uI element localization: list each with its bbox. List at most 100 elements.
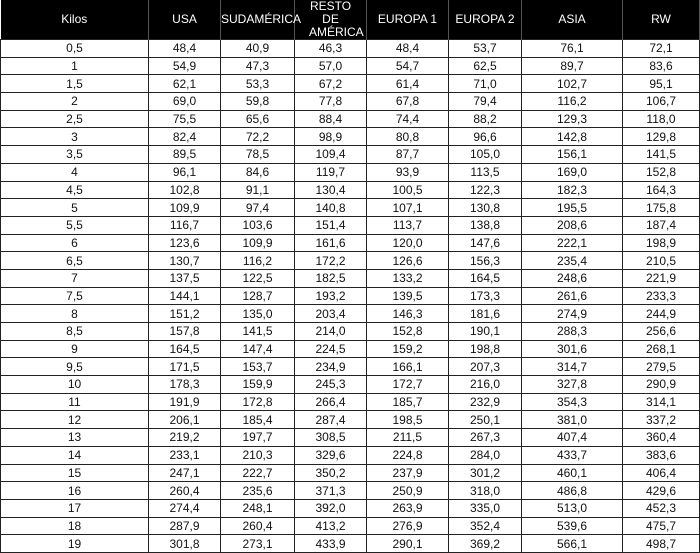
price-cell: 475,7 <box>622 516 700 536</box>
price-cell: 122,5 <box>220 268 295 288</box>
price-cell: 151,2 <box>148 304 221 323</box>
price-cell: 102,8 <box>148 180 221 200</box>
price-cell: 413,2 <box>294 516 367 536</box>
price-cell: 91,1 <box>220 180 295 200</box>
price-cell: 144,1 <box>148 286 221 306</box>
price-cell: 159,9 <box>220 375 295 394</box>
price-cell: 235,4 <box>521 251 623 270</box>
price-cell: 235,6 <box>220 481 295 500</box>
price-cell: 105,0 <box>448 145 522 164</box>
weight-cell: 14 <box>0 445 149 465</box>
price-cell: 48,4 <box>366 39 449 58</box>
price-cell: 106,7 <box>622 92 700 111</box>
price-cell: 232,9 <box>448 392 522 412</box>
column-header: ASIA <box>521 0 623 40</box>
weight-cell: 7,5 <box>0 286 149 306</box>
price-cell: 96,6 <box>448 127 522 147</box>
price-cell: 245,3 <box>294 375 367 394</box>
price-cell: 169,0 <box>521 162 623 182</box>
price-cell: 429,6 <box>622 481 700 500</box>
price-cell: 460,1 <box>521 463 623 483</box>
table-row: 0,5 48,4 40,9 46,3 48,4 53,7 76,1 72,1 <box>0 39 700 58</box>
price-cell: 109,4 <box>294 145 367 164</box>
price-cell: 486,8 <box>521 481 623 500</box>
price-cell: 207,3 <box>448 357 522 377</box>
table-row: 8,5 157,8 141,5 214,0 152,8 190,1 288,3 256,6 <box>0 322 700 341</box>
table-row: 15 247,1 222,7 350,2 237,9 301,2 460,1 406,4 <box>0 463 700 483</box>
price-cell: 172,2 <box>294 251 367 270</box>
price-cell: 406,4 <box>622 463 700 483</box>
price-cell: 234,9 <box>294 357 367 377</box>
price-cell: 318,0 <box>448 481 522 500</box>
price-cell: 327,8 <box>521 375 623 394</box>
price-cell: 72,2 <box>220 127 295 147</box>
price-cell: 164,3 <box>622 180 700 200</box>
price-cell: 57,0 <box>294 56 367 76</box>
weight-cell: 5,5 <box>0 215 149 235</box>
price-cell: 128,7 <box>220 286 295 306</box>
price-cell: 314,1 <box>622 392 700 412</box>
price-cell: 203,4 <box>294 304 367 323</box>
price-cell: 84,6 <box>220 162 295 182</box>
price-cell: 67,8 <box>366 92 449 111</box>
price-cell: 175,8 <box>622 198 700 217</box>
price-cell: 140,8 <box>294 198 367 217</box>
price-cell: 100,5 <box>366 180 449 200</box>
price-cell: 116,2 <box>220 251 295 270</box>
price-cell: 53,7 <box>448 39 522 58</box>
price-cell: 314,7 <box>521 357 623 377</box>
price-cell: 65,6 <box>220 109 295 129</box>
price-cell: 187,4 <box>622 215 700 235</box>
price-cell: 62,1 <box>148 74 221 94</box>
weight-cell: 3 <box>0 127 149 147</box>
price-cell: 279,5 <box>622 357 700 377</box>
table-row: 16 260,4 235,6 371,3 250,9 318,0 486,8 429,6 <box>0 481 700 500</box>
price-cell: 89,5 <box>148 145 221 164</box>
price-cell: 103,6 <box>220 215 295 235</box>
price-cell: 433,7 <box>521 445 623 465</box>
price-cell: 214,0 <box>294 322 367 341</box>
price-cell: 129,8 <box>622 127 700 147</box>
price-cell: 276,9 <box>366 516 449 536</box>
price-cell: 308,5 <box>294 428 367 447</box>
column-header: EUROPA 2 <box>448 0 522 40</box>
price-cell: 146,3 <box>366 304 449 323</box>
price-cell: 164,5 <box>148 339 221 359</box>
price-cell: 69,0 <box>148 92 221 111</box>
price-cell: 237,9 <box>366 463 449 483</box>
price-cell: 224,5 <box>294 339 367 359</box>
price-cell: 219,2 <box>148 428 221 447</box>
table-row: 12 206,1 185,4 287,4 198,5 250,1 381,0 337,2 <box>0 410 700 430</box>
price-cell: 287,9 <box>148 516 221 536</box>
price-cell: 248,6 <box>521 268 623 288</box>
price-cell: 166,1 <box>366 357 449 377</box>
price-cell: 250,1 <box>448 410 522 430</box>
price-cell: 178,3 <box>148 375 221 394</box>
price-cell: 260,4 <box>148 481 221 500</box>
column-header: USA <box>148 0 221 40</box>
weight-cell: 16 <box>0 481 149 500</box>
price-cell: 40,9 <box>220 39 295 58</box>
price-cell: 83,6 <box>622 56 700 76</box>
price-cell: 329,6 <box>294 445 367 465</box>
price-cell: 79,4 <box>448 92 522 111</box>
table-row: 14 233,1 210,3 329,6 224,8 284,0 433,7 383,6 <box>0 445 700 465</box>
price-cell: 135,0 <box>220 304 295 323</box>
price-cell: 301,6 <box>521 339 623 359</box>
price-cell: 173,3 <box>448 286 522 306</box>
price-cell: 54,9 <box>148 56 221 76</box>
table-row: 4 96,1 84,6 119,7 93,9 113,5 169,0 152,8 <box>0 162 700 182</box>
price-cell: 352,4 <box>448 516 522 536</box>
price-cell: 93,9 <box>366 162 449 182</box>
price-cell: 130,7 <box>148 251 221 270</box>
price-cell: 97,4 <box>220 198 295 217</box>
column-header: RESTO DE AMÉRICA <box>294 0 367 40</box>
table-row: 3,5 89,5 78,5 109,4 87,7 105,0 156,1 141,5 <box>0 145 700 164</box>
price-cell: 151,4 <box>294 215 367 235</box>
weight-cell: 2 <box>0 92 149 111</box>
price-cell: 88,4 <box>294 109 367 129</box>
price-cell: 133,2 <box>366 268 449 288</box>
weight-cell: 4,5 <box>0 180 149 200</box>
price-cell: 116,7 <box>148 215 221 235</box>
price-cell: 182,5 <box>294 268 367 288</box>
